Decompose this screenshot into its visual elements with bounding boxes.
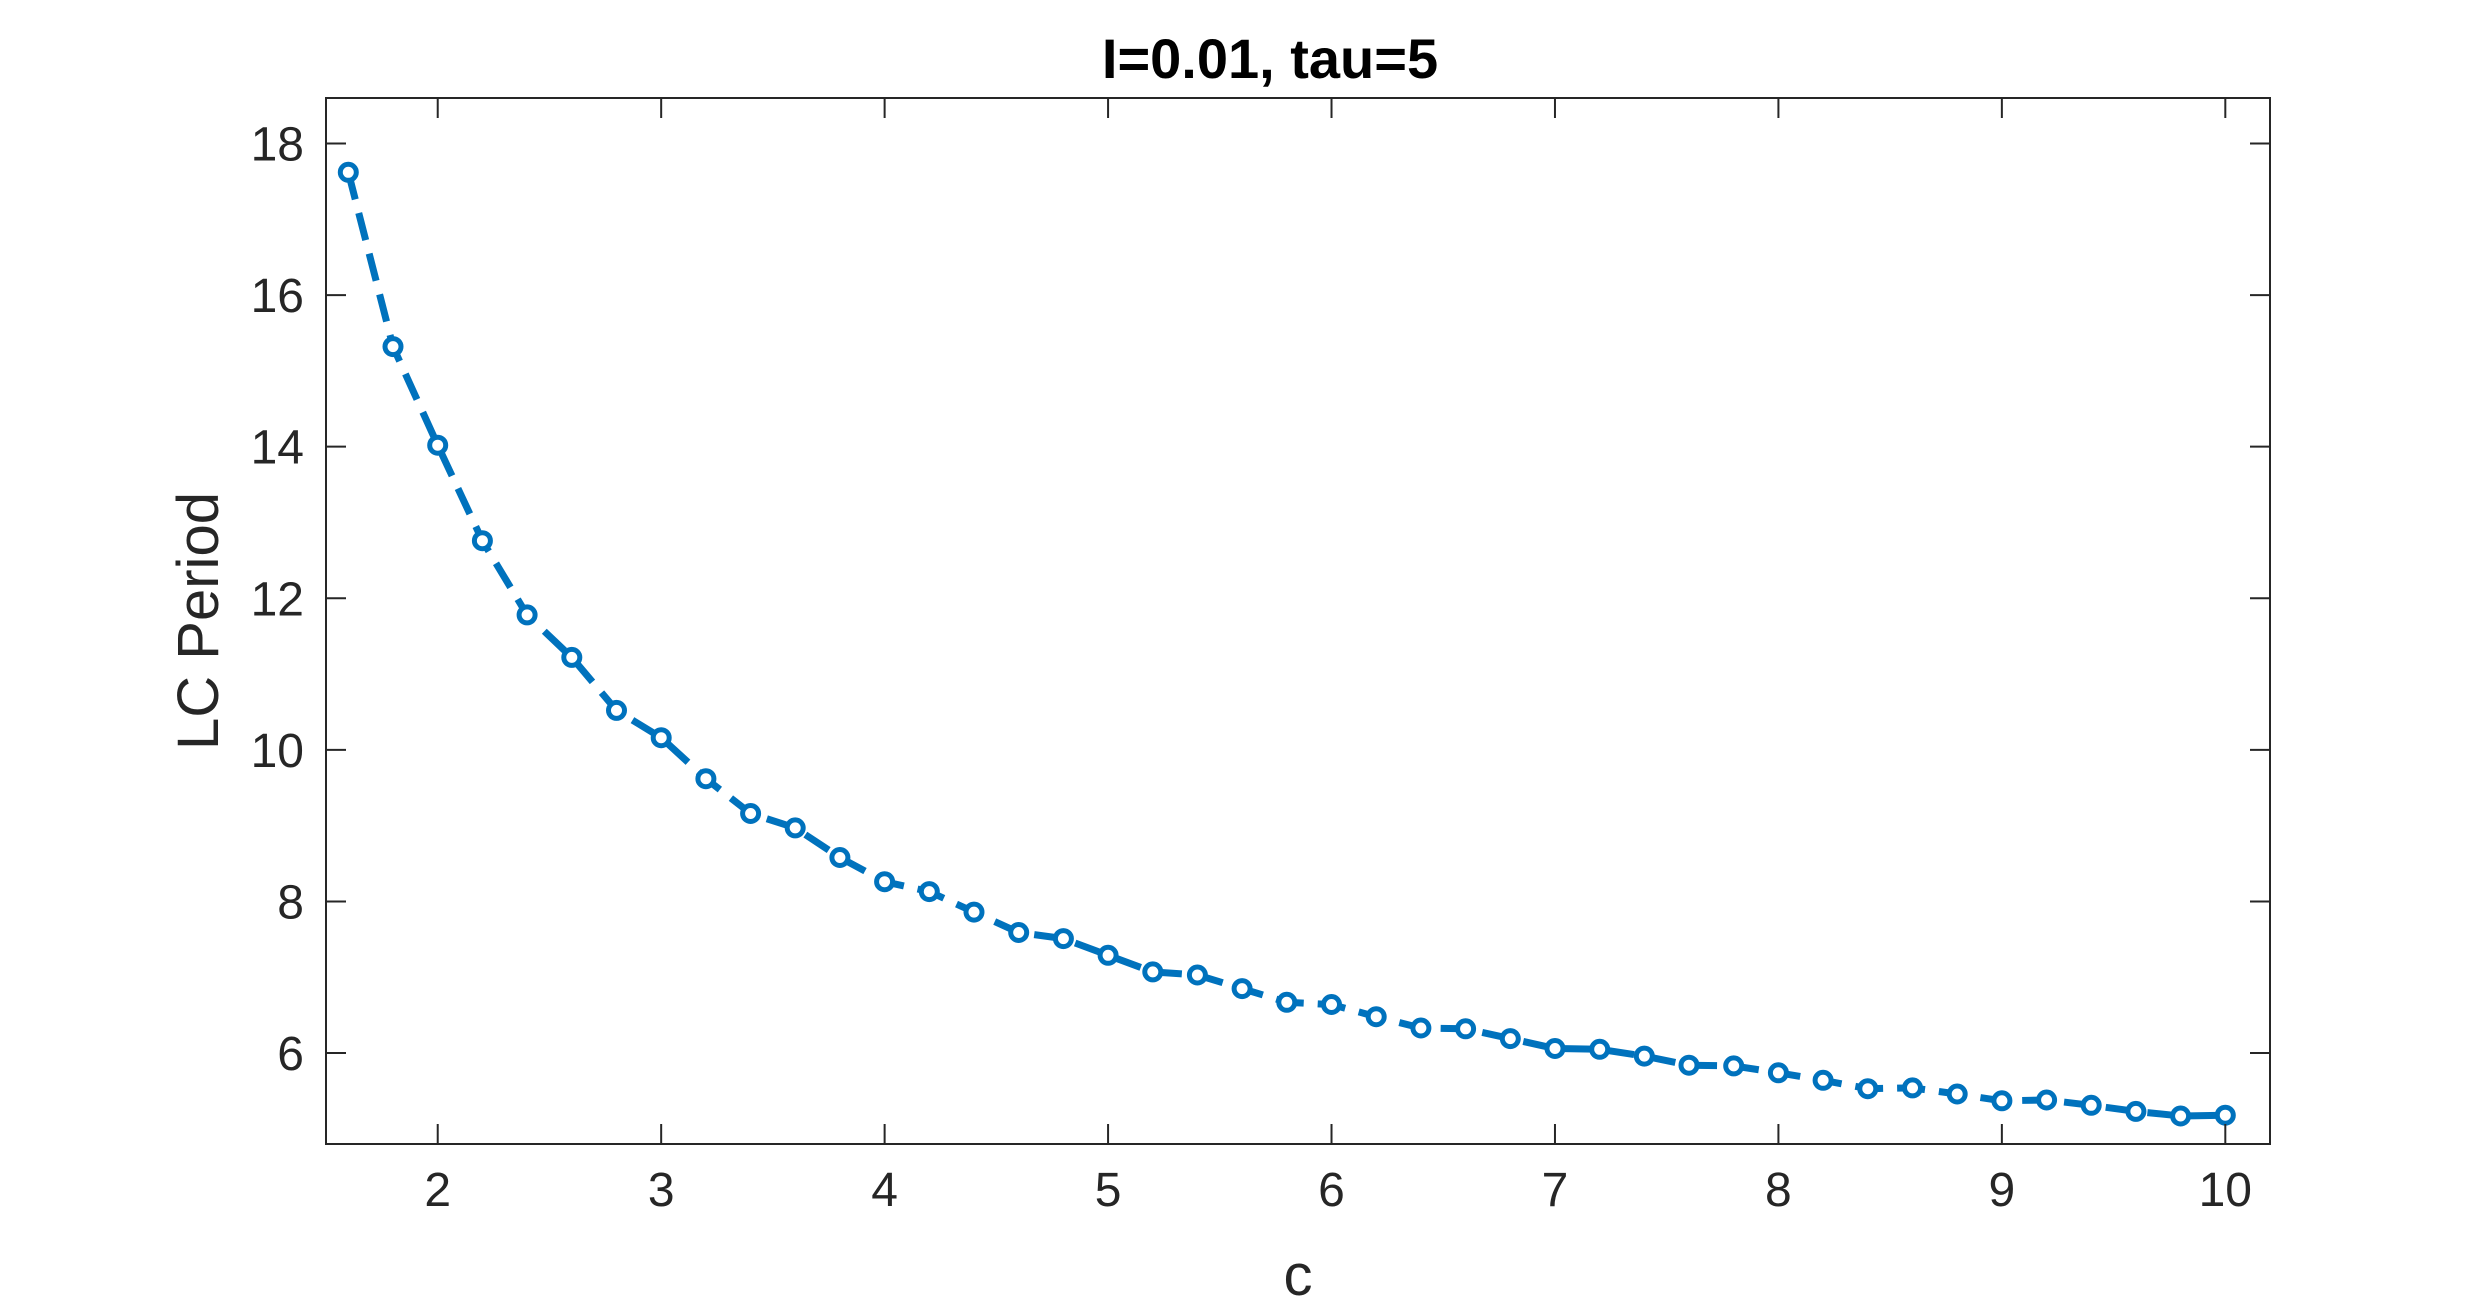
data-point	[1455, 1018, 1477, 1040]
data-point	[918, 881, 940, 903]
data-point	[784, 817, 806, 839]
x-tick-label: 10	[2199, 1164, 2252, 1217]
x-axis-label: c	[1284, 1243, 1313, 1298]
data-point	[829, 847, 851, 868]
data-point	[1767, 1062, 1789, 1084]
y-tick-label: 18	[251, 118, 304, 171]
x-tick-label: 3	[648, 1164, 675, 1217]
data-point	[1812, 1069, 1834, 1091]
y-tick-label: 6	[277, 1028, 304, 1081]
x-tick-label: 4	[871, 1164, 898, 1217]
data-point	[606, 699, 627, 721]
y-tick-label: 8	[277, 876, 304, 929]
data-point	[650, 727, 672, 749]
axes-box	[325, 97, 2271, 1145]
data-point	[1499, 1028, 1521, 1050]
data-point	[561, 646, 583, 668]
data-point	[1633, 1045, 1655, 1067]
data-point	[1410, 1017, 1432, 1039]
data-point	[382, 336, 404, 358]
y-tick-label: 10	[251, 725, 304, 778]
data-point	[1008, 922, 1030, 943]
data-point	[1723, 1055, 1745, 1077]
y-tick-label: 12	[251, 573, 304, 626]
data-point	[427, 434, 449, 456]
ticks: 2 3 4 5 6 7 8 9 10 6 8 10 12 14 16 18	[251, 98, 2270, 1217]
data-point	[1142, 961, 1164, 983]
data-point	[1321, 994, 1342, 1015]
data-point	[874, 871, 896, 893]
axes	[325, 97, 2271, 1145]
x-tick-label: 2	[424, 1164, 451, 1217]
data-point	[1678, 1054, 1700, 1076]
x-tick-label: 6	[1318, 1164, 1345, 1217]
x-tick-label: 8	[1765, 1164, 1792, 1217]
data-point	[1902, 1077, 1923, 1099]
data-point	[1052, 928, 1074, 950]
y-axis-label: LC Period	[166, 492, 231, 750]
data-point	[963, 901, 985, 923]
data-point	[695, 768, 717, 790]
data-point	[2080, 1094, 2102, 1116]
x-tick-label: 5	[1095, 1164, 1122, 1217]
x-tick-label: 9	[1989, 1164, 2016, 1217]
data-point	[1946, 1083, 1968, 1105]
series-line	[344, 171, 2226, 1120]
y-tick-label: 16	[251, 270, 304, 323]
data-point	[1365, 1006, 1387, 1028]
data-point	[1276, 991, 1298, 1013]
y-tick-label: 14	[251, 422, 304, 475]
data-point	[2214, 1104, 2236, 1126]
data-point	[516, 604, 538, 626]
data-point	[1544, 1038, 1566, 1059]
data-point	[337, 161, 359, 183]
data-point	[1097, 944, 1119, 966]
plot-area	[337, 161, 2236, 1127]
data-point	[1589, 1038, 1611, 1060]
data-point	[740, 803, 762, 824]
data-point	[1857, 1078, 1879, 1100]
data-point	[1991, 1090, 2013, 1112]
x-tick-label: 7	[1542, 1164, 1569, 1217]
data-point	[471, 530, 493, 552]
data-point	[2170, 1105, 2192, 1127]
data-point	[2125, 1100, 2147, 1122]
data-point	[2036, 1089, 2058, 1111]
data-point	[1186, 964, 1208, 986]
data-point	[1231, 978, 1253, 1000]
chart-title: I=0.01, tau=5	[1102, 27, 1438, 90]
